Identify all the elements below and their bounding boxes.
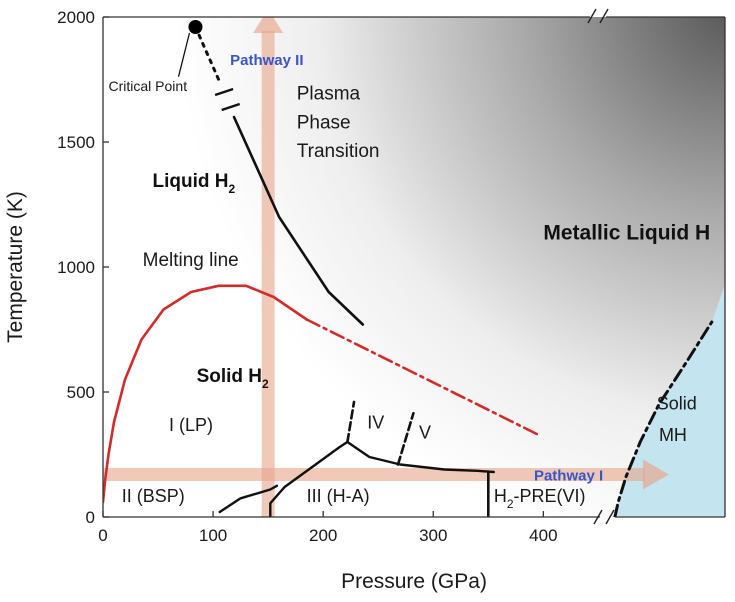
pathway-i-label: Pathway I — [534, 468, 603, 485]
phase-i-label: I (LP) — [169, 415, 213, 435]
x-tick-label: 400 — [529, 526, 557, 545]
solid-mh-2-label: MH — [659, 425, 687, 445]
pathway-ii-label: Pathway II — [230, 52, 303, 69]
y-axis-label: Temperature (K) — [4, 191, 27, 343]
critical-point-label: Critical Point — [109, 78, 188, 94]
phase-iii-label: III (H-A) — [307, 486, 370, 506]
plasma-transition-2-label: Phase — [297, 112, 351, 133]
y-tick-label: 1500 — [57, 133, 95, 152]
critical-point-marker — [188, 20, 202, 34]
phase-ii-label: II (BSP) — [122, 486, 185, 506]
x-axis-label: Pressure (GPa) — [341, 570, 487, 593]
x-tick-label: 0 — [98, 526, 107, 545]
melting-line-label-label: Melting line — [143, 250, 239, 271]
phase-v-label: V — [419, 422, 431, 442]
x-tick-label: 100 — [199, 526, 227, 545]
metallic-liquid-h-label: Metallic Liquid H — [543, 222, 710, 245]
phase-iv-label: IV — [367, 412, 384, 432]
plasma-transition-1-label: Plasma — [297, 84, 361, 105]
y-tick-label: 0 — [86, 508, 95, 527]
solid-mh-1-label: Solid — [657, 394, 697, 414]
x-tick-label: 200 — [309, 526, 337, 545]
y-tick-label: 2000 — [57, 8, 95, 27]
plasma-transition-3-label: Transition — [297, 141, 380, 162]
x-tick-label: 300 — [419, 526, 447, 545]
y-tick-label: 1000 — [57, 258, 95, 277]
y-tick-label: 500 — [67, 383, 95, 402]
